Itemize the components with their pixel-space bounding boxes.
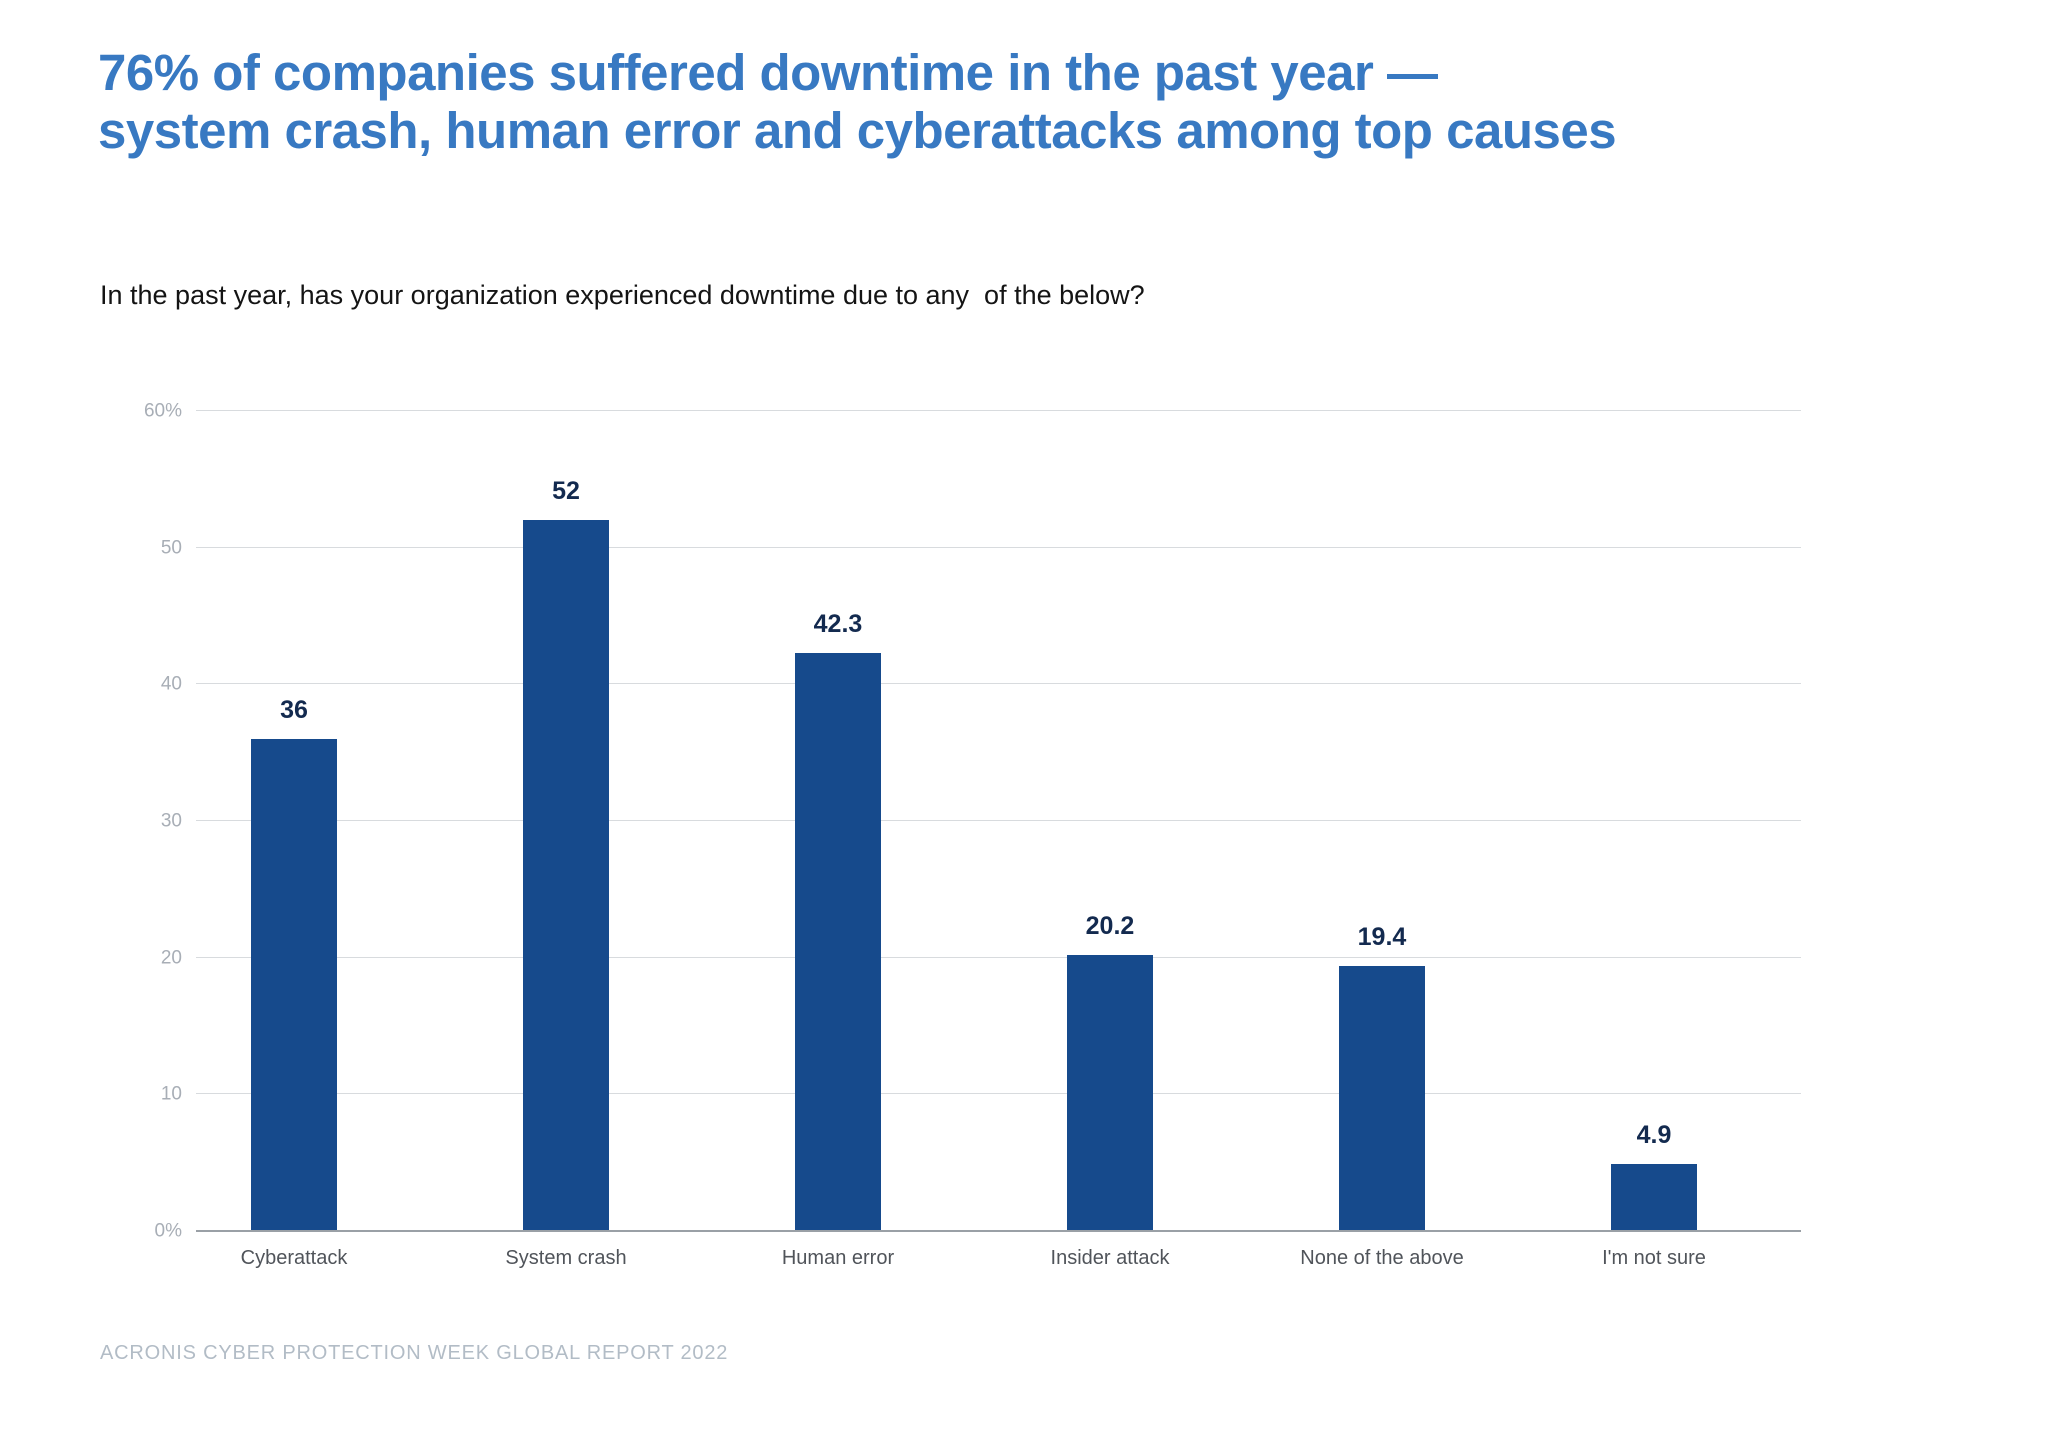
bar-human-error [795, 652, 881, 1231]
y-axis-tick-label: 50 [160, 537, 182, 559]
bar-value-label: 52 [552, 477, 580, 506]
x-axis-label: None of the above [1300, 1247, 1464, 1269]
y-axis-tick-label: 40 [160, 673, 182, 695]
survey-question: In the past year, has your organization … [100, 280, 1145, 310]
x-axis-label: System crash [505, 1247, 627, 1269]
x-axis-line [196, 1230, 1801, 1232]
bar-value-label: 20.2 [1085, 911, 1135, 940]
x-axis-label: Insider attack [1050, 1247, 1170, 1269]
y-axis-tick-label: 30 [160, 810, 182, 832]
page-title-line-2: system crash, human error and cyberattac… [98, 102, 1617, 159]
bar-cyberattack [251, 739, 337, 1231]
y-axis-tick-label: 0% [154, 1220, 182, 1242]
y-axis-tick-label: 60% [143, 400, 182, 422]
x-axis-label: I'm not sure [1602, 1247, 1706, 1269]
x-axis-label: Human error [781, 1247, 895, 1269]
gridline [196, 1093, 1801, 1095]
source-caption: ACRONIS CYBER PROTECTION WEEK GLOBAL REP… [100, 1342, 729, 1364]
page-title-line-1: 76% of companies suffered downtime in th… [98, 44, 1438, 101]
gridline [196, 820, 1801, 821]
plot-area: 0% 10 20 30 40 50 60% 36 Cyberattack 52 System cra… [144, 402, 1801, 1269]
bar-i-m-not-sure [1611, 1164, 1697, 1231]
bar-value-label: 4.9 [1636, 1121, 1672, 1150]
y-axis-tick-label: 20 [160, 947, 182, 969]
bar-none-of-the-above [1339, 965, 1425, 1231]
x-axis-label: Cyberattack [240, 1247, 348, 1269]
y-axis-tick-label: 10 [160, 1083, 182, 1105]
gridline [196, 956, 1801, 958]
bar-value-label: 42.3 [813, 609, 863, 638]
bar-value-label: 19.4 [1357, 922, 1407, 951]
gridline [196, 683, 1801, 685]
bar-value-label: 36 [280, 696, 308, 724]
gridline [196, 410, 1801, 411]
gridline [196, 546, 1801, 548]
bar-system-crash [523, 520, 609, 1231]
page-title: 76% of companies suffered downtime in th… [98, 44, 1617, 160]
bar-insider-attack [1067, 954, 1153, 1231]
